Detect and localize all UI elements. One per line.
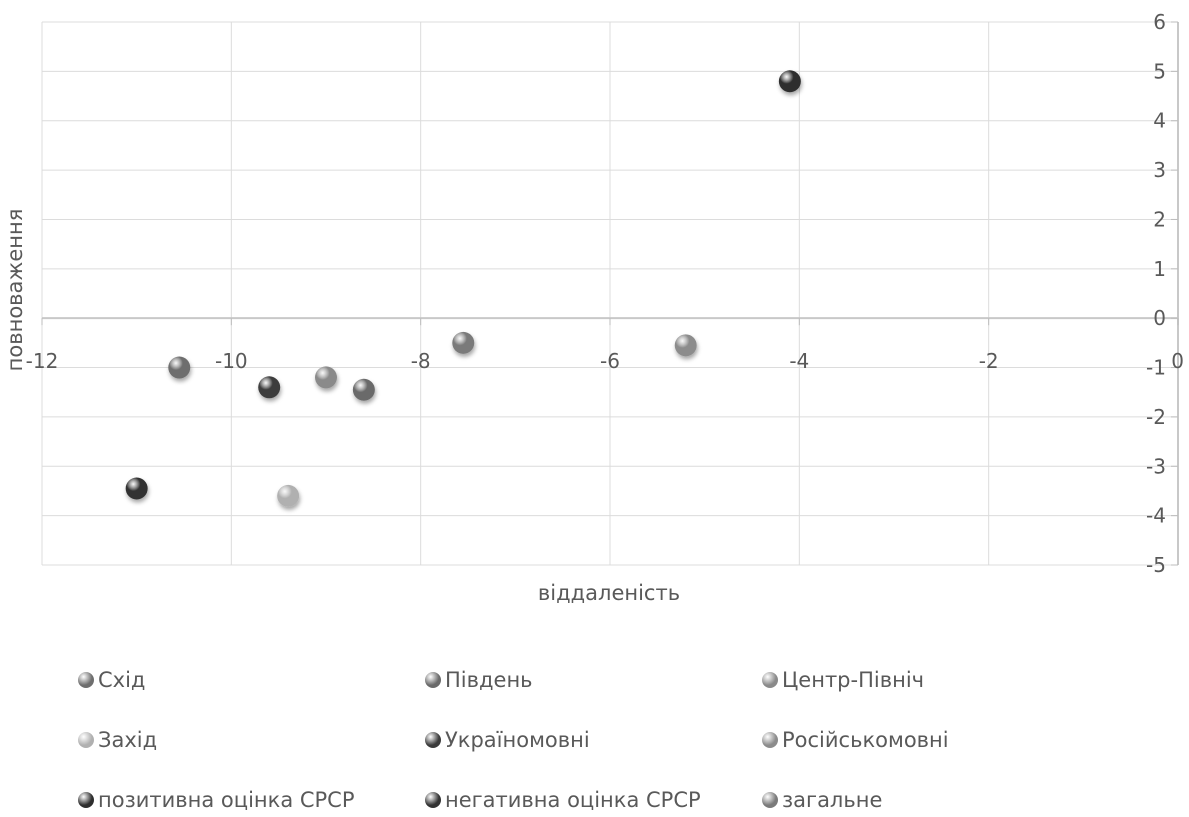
x-tick-label: -6 (600, 349, 620, 373)
x-tick-label: -4 (789, 349, 809, 373)
y-tick-label: 3 (1153, 158, 1166, 182)
legend-item: Схід (78, 668, 145, 692)
x-axis-title: віддаленість (538, 581, 680, 605)
data-point (352, 378, 375, 401)
data-point (674, 334, 697, 357)
x-tick-label: -12 (26, 349, 59, 373)
y-tick-label: 4 (1153, 109, 1166, 133)
grid-lines (41, 21, 1178, 566)
y-tick-label: -5 (1146, 553, 1166, 577)
y-axis-title: повноваження (3, 209, 27, 372)
y-tick-label: -4 (1146, 504, 1166, 528)
data-points (125, 70, 801, 507)
legend-label: Захід (98, 728, 158, 752)
y-tick-label: -1 (1146, 356, 1166, 380)
legend-label: Схід (98, 668, 146, 692)
x-tick-label: 0 (1171, 349, 1184, 373)
y-tick-label: 0 (1153, 306, 1166, 330)
legend-label: позитивна оцінка СРСР (98, 788, 355, 812)
data-point (315, 366, 337, 389)
legend-item: позитивна оцінка СРСР (78, 788, 355, 812)
y-tick-label: -3 (1146, 454, 1166, 478)
data-point (778, 70, 801, 93)
data-point (277, 484, 300, 507)
legend-label: загальне (782, 788, 883, 812)
data-point (125, 477, 148, 500)
legend-marker (762, 732, 778, 748)
legend-item: Захід (78, 728, 157, 752)
legend-marker (425, 732, 441, 748)
legend-item: Центр-Північ (762, 668, 924, 692)
data-point (168, 356, 191, 379)
y-tick-label: 6 (1153, 10, 1166, 34)
legend-item: Південь (425, 668, 533, 692)
y-tick-label: 2 (1153, 207, 1166, 231)
legend-label: Україномовні (445, 728, 590, 752)
legend-item: Україномовні (425, 728, 590, 752)
data-point (258, 376, 281, 399)
legend-item: негативна оцінка СРСР (425, 788, 701, 812)
legend-item: загальне (762, 788, 882, 812)
legend-label: Південь (445, 668, 533, 692)
legend-label: негативна оцінка СРСР (445, 788, 701, 812)
legend-label: Центр-Північ (782, 668, 925, 692)
legend-item: Російськомовні (762, 728, 949, 752)
x-tick-label: -8 (411, 349, 431, 373)
x-tick-label: -2 (979, 349, 999, 373)
y-tick-label: -2 (1146, 405, 1166, 429)
legend-marker (78, 672, 94, 688)
data-point (452, 331, 475, 354)
legend-marker (762, 792, 778, 808)
legend-marker (762, 672, 778, 688)
legend-label: Російськомовні (782, 728, 949, 752)
legend-marker (425, 792, 441, 808)
legend-marker (78, 732, 94, 748)
y-tick-label: 5 (1153, 59, 1166, 83)
x-tick-label: -10 (215, 349, 248, 373)
axes (41, 21, 1179, 566)
legend-marker (425, 672, 441, 688)
y-tick-label: 1 (1153, 257, 1166, 281)
legend-marker (78, 792, 94, 808)
